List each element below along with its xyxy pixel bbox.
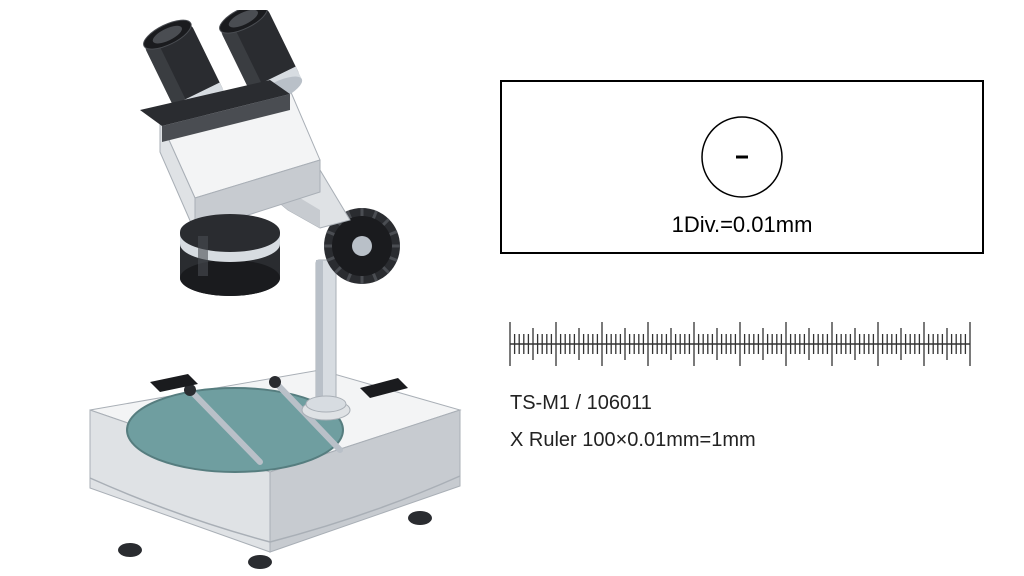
model-label: TS-M1 / 106011 [510,392,1000,415]
microscope-illustration [20,10,490,570]
calibration-slide-circle [692,107,792,207]
microscope-svg [20,10,490,570]
calibration-panel: 1Div.=0.01mm TS-M1 / 106011 X Ruler 100×… [500,80,1000,452]
ruler-description: X Ruler 100×0.01mm=1mm [510,429,1000,452]
ruler-block: TS-M1 / 106011 X Ruler 100×0.01mm=1mm [500,314,1000,452]
division-label: 1Div.=0.01mm [672,212,813,238]
ruler-scale [500,314,980,378]
calibration-slide-box: 1Div.=0.01mm [500,80,984,254]
